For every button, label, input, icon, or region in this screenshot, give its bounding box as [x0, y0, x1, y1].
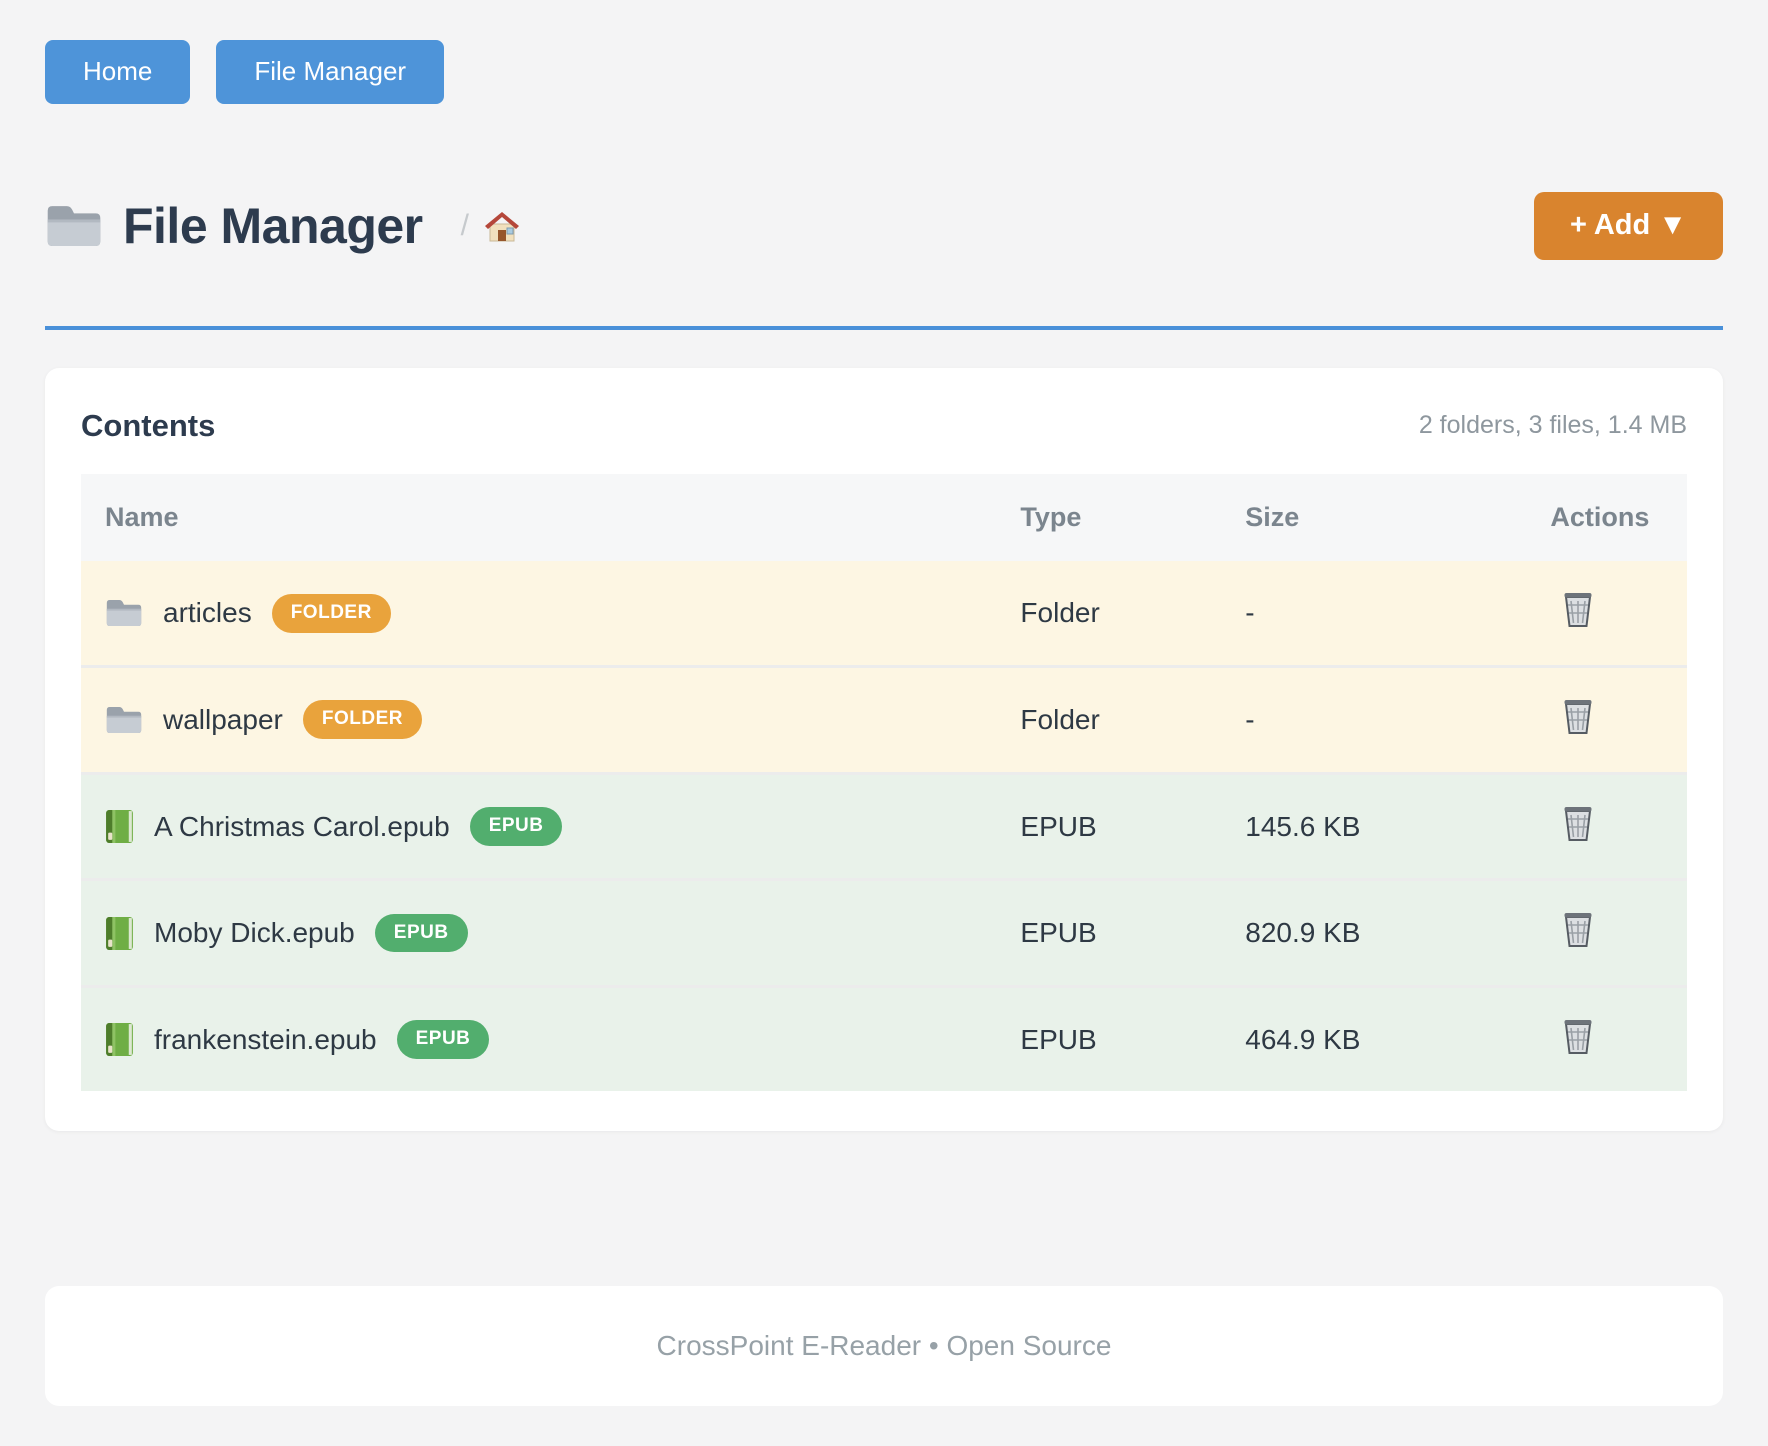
trash-icon — [1562, 1017, 1594, 1055]
table-row-frankenstein[interactable]: frankenstein.epub EPUB EPUB 464.9 KB — [81, 984, 1687, 1092]
book-icon — [105, 809, 134, 844]
home-icon[interactable] — [483, 208, 521, 244]
epub-badge: EPUB — [374, 913, 468, 953]
trash-icon — [1562, 910, 1594, 948]
file-name: Moby Dick.epub — [154, 917, 355, 949]
file-type: EPUB — [996, 878, 1222, 987]
table-header-row: Name Type Size Actions — [81, 473, 1687, 562]
file-size: - — [1245, 597, 1255, 629]
footer-text: CrossPoint E-Reader • Open Source — [656, 1330, 1112, 1362]
file-name: frankenstein.epub — [154, 1023, 377, 1055]
contents-card: Contents 2 folders, 3 files, 1.4 MB Name… — [45, 367, 1723, 1132]
table-row-moby-dick[interactable]: Moby Dick.epub EPUB EPUB 820.9 KB — [81, 878, 1687, 987]
delete-button[interactable] — [1562, 1017, 1594, 1055]
delete-button[interactable] — [1562, 910, 1594, 948]
title-divider — [45, 325, 1723, 330]
delete-button[interactable] — [1562, 804, 1594, 842]
add-button[interactable]: + Add ▼ — [1533, 191, 1723, 260]
file-name: wallpaper — [163, 704, 283, 736]
file-name: articles — [163, 597, 252, 629]
file-type: EPUB — [996, 984, 1222, 1092]
book-icon — [105, 916, 134, 951]
file-name: A Christmas Carol.epub — [154, 810, 450, 842]
table-row-articles[interactable]: articles FOLDER Folder - — [81, 561, 1687, 667]
file-table: Name Type Size Actions articles FOLDER F… — [81, 473, 1687, 1092]
page-header: File Manager / + Add ▼ — [45, 191, 1723, 260]
breadcrumb-separator: / — [460, 208, 469, 242]
delete-button[interactable] — [1562, 697, 1594, 735]
epub-badge: EPUB — [469, 807, 563, 846]
contents-summary: 2 folders, 3 files, 1.4 MB — [1418, 411, 1687, 440]
delete-button[interactable] — [1562, 590, 1594, 628]
trash-icon — [1562, 804, 1594, 842]
folder-badge: FOLDER — [302, 700, 422, 740]
folder-icon — [45, 201, 103, 251]
folder-icon — [105, 597, 143, 629]
file-size: 145.6 KB — [1221, 771, 1527, 880]
folder-icon — [105, 704, 143, 736]
column-header-size: Size — [1221, 473, 1527, 562]
table-row-christmas-carol[interactable]: A Christmas Carol.epub EPUB EPUB 145.6 K… — [81, 771, 1687, 880]
trash-icon — [1562, 697, 1594, 735]
file-size: 464.9 KB — [1221, 984, 1527, 1092]
top-nav: Home File Manager — [45, 40, 1723, 104]
file-type: Folder — [996, 665, 1222, 774]
folder-badge: FOLDER — [271, 593, 391, 633]
footer: CrossPoint E-Reader • Open Source — [45, 1286, 1723, 1407]
book-icon — [105, 1022, 134, 1057]
file-type: Folder — [1020, 597, 1100, 629]
column-header-type: Type — [996, 473, 1222, 562]
file-size: - — [1221, 665, 1527, 774]
nav-file-manager-button[interactable]: File Manager — [216, 40, 445, 104]
breadcrumb: / — [461, 208, 521, 244]
trash-icon — [1562, 590, 1594, 628]
epub-badge: EPUB — [396, 1020, 490, 1060]
column-header-actions: Actions — [1526, 473, 1687, 562]
contents-title: Contents — [81, 407, 216, 443]
file-type: EPUB — [996, 771, 1222, 880]
file-size: 820.9 KB — [1221, 878, 1527, 987]
page-title: File Manager — [123, 197, 423, 254]
nav-home-button[interactable]: Home — [45, 40, 191, 104]
column-header-name: Name — [81, 473, 997, 562]
table-row-wallpaper[interactable]: wallpaper FOLDER Folder - — [81, 665, 1687, 774]
